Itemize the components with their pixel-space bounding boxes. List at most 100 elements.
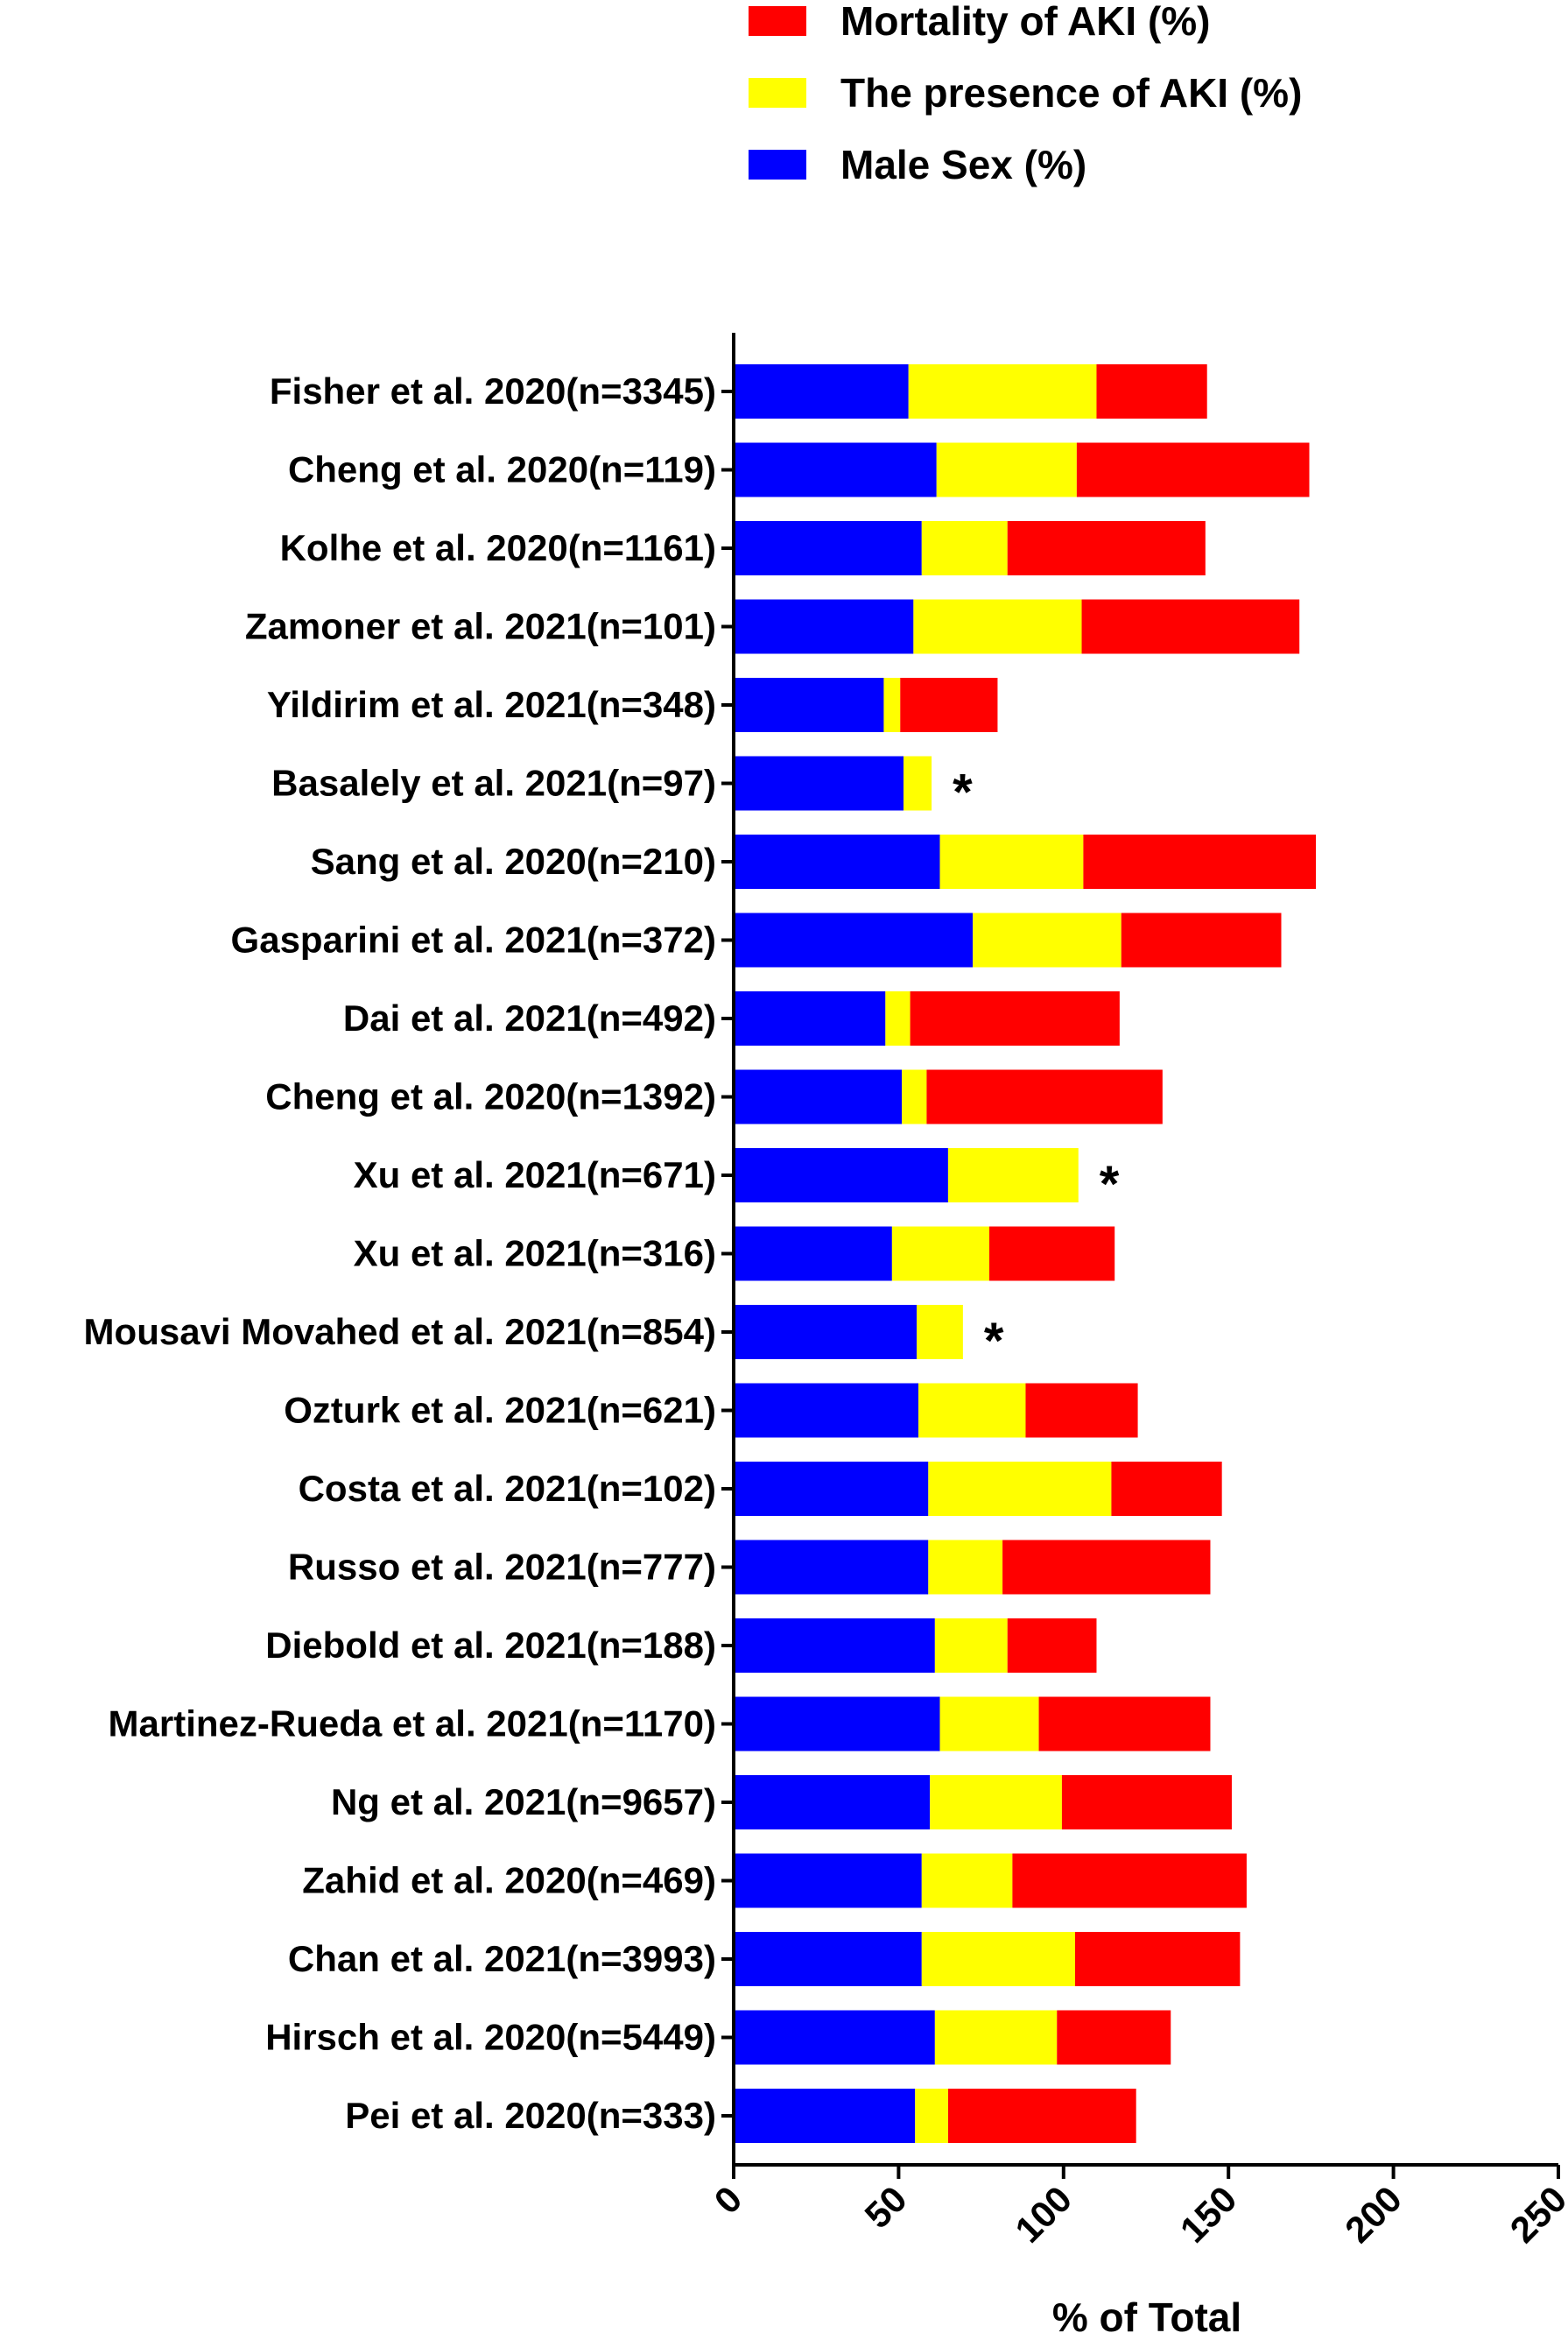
bar-segment-male-sex-19	[734, 1853, 922, 1908]
bar-segment-male-sex-14	[734, 1462, 929, 1516]
category-label: Fisher et al. 2020(n=3345)	[270, 370, 716, 412]
bar-segment-aki-mortality-8	[910, 991, 1120, 1046]
bar-segment-male-sex-18	[734, 1775, 931, 1829]
bar-segment-aki-mortality-11	[989, 1226, 1115, 1281]
category-label: Cheng et al. 2020(n=119)	[288, 449, 716, 490]
category-label: Zamoner et al. 2021(n=101)	[245, 606, 716, 647]
legend-label: Male Sex (%)	[840, 142, 1086, 187]
bar-segment-aki-mortality-7	[1121, 913, 1282, 968]
bar-segment-aki-presence-10	[947, 1148, 1079, 1202]
category-label: Xu et al. 2021(n=671)	[354, 1154, 716, 1195]
bar-segment-aki-presence-21	[934, 2010, 1058, 2065]
legend: Mortality of AKI (%) The presence of AKI …	[749, 0, 1302, 187]
category-label: Russo et al. 2021(n=777)	[288, 1547, 716, 1588]
bar-segment-aki-presence-5	[904, 756, 932, 811]
bar-segment-aki-presence-11	[891, 1226, 990, 1281]
bar-segment-aki-mortality-17	[1038, 1696, 1211, 1751]
x-tick-label: 150	[1172, 2178, 1245, 2251]
legend-swatch	[749, 6, 806, 36]
category-label: Sang et al. 2020(n=210)	[311, 841, 716, 882]
bar-segment-aki-presence-9	[902, 1069, 927, 1124]
bar-segment-aki-presence-16	[934, 1618, 1008, 1673]
bar-segment-aki-presence-13	[918, 1383, 1026, 1438]
bar-segment-aki-mortality-6	[1083, 835, 1317, 889]
legend-label: The presence of AKI (%)	[840, 70, 1302, 116]
category-label: Yildirim et al. 2021(n=348)	[267, 684, 716, 725]
bar-segment-male-sex-5	[734, 756, 904, 811]
bar-segment-male-sex-8	[734, 991, 886, 1046]
bar-segment-aki-mortality-2	[1007, 521, 1206, 575]
significance-asterisk: *	[1100, 1156, 1120, 1213]
category-label: Dai et al. 2021(n=492)	[343, 997, 716, 1039]
bar-segment-male-sex-4	[734, 678, 884, 732]
bar-segment-aki-mortality-0	[1096, 364, 1207, 419]
bar-segment-aki-mortality-20	[1074, 1932, 1241, 1986]
bar-segment-aki-presence-6	[939, 835, 1084, 889]
bar-segment-male-sex-0	[734, 364, 909, 419]
bar-segment-aki-presence-14	[928, 1462, 1112, 1516]
annotations: * * *	[953, 765, 1120, 1371]
category-label: Mousavi Movahed et al. 2021(n=854)	[84, 1311, 716, 1352]
bar-segment-male-sex-11	[734, 1226, 892, 1281]
bar-segment-aki-presence-17	[939, 1696, 1039, 1751]
bar-segment-male-sex-20	[734, 1932, 922, 1986]
bar-segment-male-sex-9	[734, 1069, 903, 1124]
bar-segment-aki-presence-0	[908, 364, 1097, 419]
category-label: Basalely et al. 2021(n=97)	[271, 763, 716, 804]
category-label: Hirsch et al. 2020(n=5449)	[265, 2017, 716, 2058]
bar-segment-aki-presence-12	[917, 1305, 963, 1359]
category-label: Gasparini et al. 2021(n=372)	[231, 920, 716, 961]
significance-asterisk: *	[984, 1313, 1004, 1370]
bar-segment-male-sex-12	[734, 1305, 918, 1359]
axes	[732, 333, 1558, 2167]
bar-segment-aki-mortality-19	[1012, 1853, 1247, 1908]
bar-segment-male-sex-6	[734, 835, 940, 889]
category-label: Kolhe et al. 2020(n=1161)	[280, 527, 716, 568]
x-tick-label: 50	[856, 2178, 914, 2236]
x-tick-label: 0	[707, 2178, 750, 2222]
bar-segment-aki-presence-1	[936, 442, 1077, 497]
bar-segment-aki-mortality-13	[1025, 1383, 1138, 1438]
bar-segment-aki-presence-19	[921, 1853, 1013, 1908]
bar-segment-aki-mortality-14	[1111, 1462, 1222, 1516]
legend-label: Mortality of AKI (%)	[840, 0, 1211, 44]
x-tick-label: 200	[1337, 2178, 1410, 2251]
bar-segment-male-sex-16	[734, 1618, 935, 1673]
category-label: Ozturk et al. 2021(n=621)	[284, 1390, 716, 1431]
bar-segment-male-sex-22	[734, 2089, 916, 2143]
legend-swatch	[749, 150, 806, 180]
category-label: Zahid et al. 2020(n=469)	[302, 1860, 716, 1901]
bar-segment-male-sex-21	[734, 2010, 935, 2065]
bar-segment-aki-presence-22	[915, 2089, 948, 2143]
bar-segment-aki-presence-20	[921, 1932, 1075, 1986]
category-label: Pei et al. 2020(n=333)	[345, 2095, 716, 2136]
bar-segment-aki-presence-8	[885, 991, 911, 1046]
x-axis-title: % of Total	[1052, 2294, 1241, 2336]
bar-segment-aki-presence-4	[883, 678, 901, 732]
category-label: Ng et al. 2021(n=9657)	[331, 1781, 716, 1822]
bar-segment-aki-mortality-15	[1002, 1540, 1211, 1595]
bar-segment-aki-mortality-3	[1081, 599, 1300, 654]
category-labels: Fisher et al. 2020(n=3345) Cheng et al. 2…	[84, 370, 734, 2136]
significance-asterisk: *	[953, 765, 973, 821]
bar-segment-male-sex-3	[734, 599, 914, 654]
x-tick-label: 100	[1007, 2178, 1079, 2251]
bar-segment-aki-presence-7	[973, 913, 1122, 968]
bar-segment-male-sex-1	[734, 442, 937, 497]
category-label: Costa et al. 2021(n=102)	[299, 1468, 716, 1509]
bar-segment-aki-mortality-9	[926, 1069, 1163, 1124]
bar-segment-male-sex-17	[734, 1696, 940, 1751]
x-axis-ticks: 0 50 100 150 200 250	[707, 2165, 1568, 2251]
bar-segment-aki-mortality-18	[1061, 1775, 1232, 1829]
bar-segment-male-sex-13	[734, 1383, 919, 1438]
bar-segment-aki-mortality-16	[1007, 1618, 1097, 1673]
category-label: Xu et al. 2021(n=316)	[354, 1233, 716, 1274]
bar-segment-aki-mortality-1	[1076, 442, 1310, 497]
bar-segment-aki-presence-18	[930, 1775, 1062, 1829]
category-label: Diebold et al. 2021(n=188)	[265, 1625, 716, 1666]
bar-segment-aki-mortality-21	[1057, 2010, 1171, 2065]
x-tick-label: 250	[1502, 2178, 1568, 2251]
bar-segment-aki-presence-3	[913, 599, 1082, 654]
